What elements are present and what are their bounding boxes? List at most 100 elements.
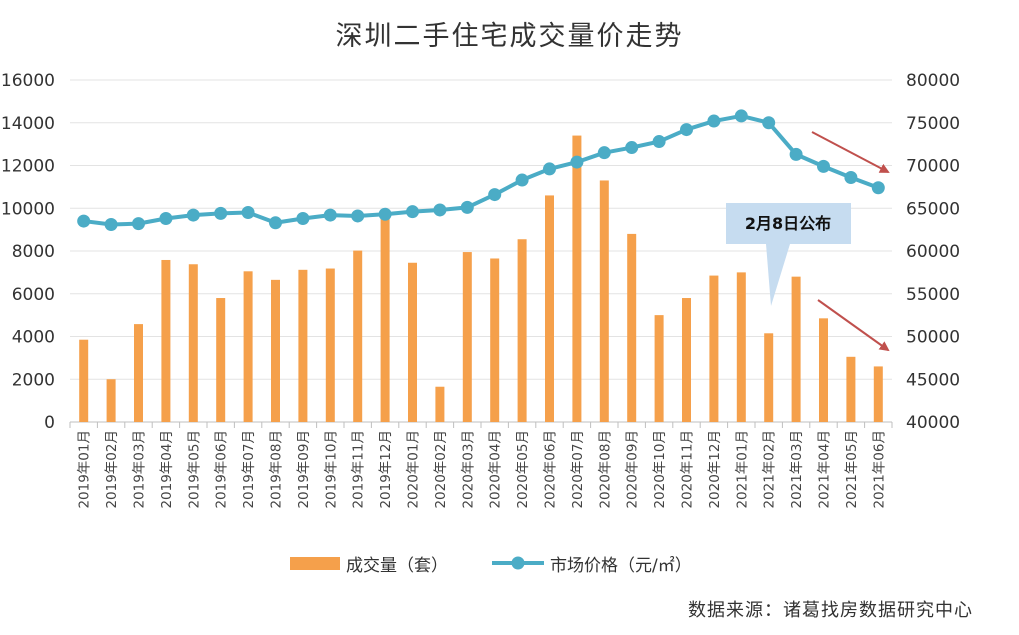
bar [819,318,828,422]
callout-bubble [726,203,851,306]
bar [298,269,308,422]
price-point [296,212,310,226]
price-point [515,173,529,187]
legend-swatch-line-marker [511,556,525,570]
x-tick-label: 2021年05月 [844,430,860,509]
x-tick-label: 2020年01月 [406,430,422,509]
price-point [104,217,118,231]
price-point [159,212,173,226]
y-right-tick-label: 75000 [906,114,960,134]
price-point [186,208,200,222]
y-left-tick-label: 16000 [1,71,55,91]
price-point [241,206,255,220]
y-left-tick-label: 12000 [1,157,55,177]
x-tick-label: 2020年04月 [488,430,504,509]
bar [572,135,582,422]
price-point [77,214,91,228]
price-point [406,205,419,219]
x-tick-label: 2021年06月 [871,430,887,509]
bar [462,252,472,422]
chart-title: 深圳二手住宅成交量价走势 [335,21,684,52]
legend-label-line: 市场价格（元/㎡） [550,556,692,576]
x-tick-label: 2020年11月 [680,430,696,509]
y-left-tick-label: 6000 [12,285,55,305]
x-tick-label: 2019年11月 [351,430,367,509]
price-point [707,114,721,128]
x-tick-label: 2020年02月 [433,430,449,509]
price-point [625,141,639,155]
price-point [597,146,611,160]
bar [243,271,253,422]
bar [188,264,198,422]
x-tick-label: 2019年04月 [159,430,175,509]
x-tick-label: 2020年07月 [570,430,586,509]
bar [599,180,609,422]
bar [791,276,801,422]
x-tick-label: 2020年12月 [707,430,723,509]
y-right-tick-label: 55000 [906,285,960,305]
price-point [433,203,447,217]
price-point [789,147,803,161]
x-tick-label: 2019年08月 [269,430,285,509]
price-point [323,208,337,222]
legend-label-bars: 成交量（套） [346,556,448,576]
price-point [460,200,474,214]
bar [161,259,171,422]
y-right-tick-label: 60000 [906,242,960,262]
bar [271,279,280,422]
price-point [378,207,392,221]
bar [736,272,746,422]
price-point [132,217,145,231]
trend-arrow-price [811,131,890,173]
legend-swatch-bars [290,557,340,570]
y-left-tick-label: 2000 [12,370,55,390]
bar [764,333,774,422]
y-right-tick-label: 50000 [906,328,960,348]
y-left-tick-label: 10000 [1,199,55,219]
price-point [214,206,228,220]
x-tick-label: 2019年10月 [323,430,339,509]
y-left-tick-label: 14000 [1,114,55,134]
price-point [488,188,502,202]
price-point [652,135,666,149]
bar [873,366,883,422]
x-tick-label: 2021年01月 [734,430,750,509]
y-left-tick-label: 8000 [12,242,55,262]
bar [846,356,856,422]
bar [79,339,89,422]
bar [627,233,637,422]
bar [408,262,417,422]
price-point [817,159,830,173]
x-tick-label: 2020年10月 [652,430,668,509]
callout-text: 2月8日公布 [745,214,831,233]
trend-arrow-volume [817,299,890,352]
price-point [734,109,748,123]
x-tick-label: 2020年03月 [460,430,476,509]
bar [435,386,445,422]
y-left-tick-label: 4000 [12,328,55,348]
bar [353,250,363,422]
price-point [269,216,282,230]
x-tick-label: 2019年06月 [214,430,230,509]
y-right-tick-label: 65000 [906,199,960,219]
y-right-tick-label: 70000 [906,157,960,177]
price-point [543,162,556,176]
x-tick-label: 2019年01月 [77,430,93,509]
y-left-tick-label: 0 [44,413,55,433]
bar [216,298,226,422]
x-tick-label: 2019年02月 [104,430,120,509]
x-tick-label: 2019年12月 [378,430,394,509]
y-right-tick-label: 45000 [906,370,960,390]
price-point [844,170,858,184]
bar [545,195,554,422]
x-tick-label: 2019年07月 [241,430,257,509]
price-point [351,209,365,223]
bar [490,258,500,422]
y-right-tick-label: 80000 [906,71,960,91]
bar [380,214,390,422]
bar [325,268,335,422]
x-tick-label: 2021年03月 [789,430,805,509]
x-tick-label: 2019年09月 [296,430,312,509]
